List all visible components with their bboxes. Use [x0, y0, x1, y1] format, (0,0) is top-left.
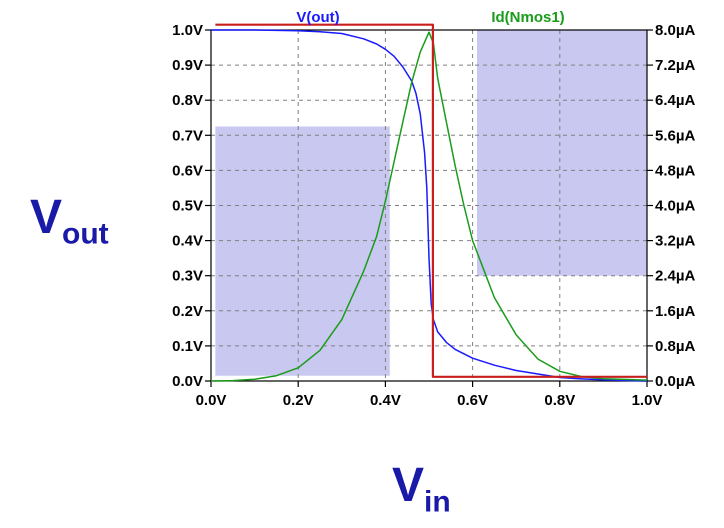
x-axis-label-sub: in	[424, 485, 451, 519]
y-right-tick-label: 8.0µA	[655, 22, 695, 39]
y-left-tick-label: 0.1V	[172, 338, 203, 355]
y-right-tick-label: 7.2µA	[655, 57, 695, 74]
y-left-tick-label: 0.3V	[172, 268, 203, 285]
y-left-tick-label: 0.4V	[172, 233, 203, 250]
x-axis-label-main: V	[392, 459, 425, 512]
y-right-tick-label: 2.4µA	[655, 268, 695, 285]
y-axis-label: Vout	[30, 190, 109, 252]
y-right-tick-label: 0.8µA	[655, 338, 695, 355]
x-tick-label: 0.0V	[196, 392, 227, 409]
series-lines	[210, 23, 648, 382]
y-right-tick-label: 5.6µA	[655, 127, 695, 144]
x-tick-label: 0.2V	[283, 392, 314, 409]
y-right-tick-label: 4.0µA	[655, 198, 695, 215]
axis-ticks: 0.0V 0.2V 0.4V 0.6V 0.8V 1.0V 0.0V 0.1V 0.2V 0.3V…	[172, 22, 695, 409]
y-right-tick-label: 0.0µA	[655, 373, 695, 390]
shaded-region-0	[215, 126, 390, 376]
series-line-id-nmos1-	[210, 31, 648, 382]
shaded-region-1	[476, 30, 647, 276]
y-right-tick-label: 3.2µA	[655, 233, 695, 250]
x-tick-label: 0.6V	[457, 392, 488, 409]
y-left-tick-label: 0.0V	[172, 373, 203, 390]
series-labels: V(out) Id(Nmos1)	[296, 9, 564, 26]
grid	[211, 30, 647, 381]
y-left-tick-label: 0.6V	[172, 162, 203, 179]
y-left-tick-label: 0.8V	[172, 92, 203, 109]
x-tick-label: 1.0V	[632, 392, 663, 409]
y-left-tick-label: 1.0V	[172, 22, 203, 39]
y-axis-label-main: V	[30, 191, 63, 244]
series-label-1: Id(Nmos1)	[491, 9, 564, 26]
series-label-0: V(out)	[296, 9, 339, 26]
x-axis-label: Vin	[392, 458, 451, 520]
y-left-tick-label: 0.2V	[172, 303, 203, 320]
series-line-v-out-	[211, 29, 648, 382]
x-tick-label: 0.8V	[544, 392, 575, 409]
shaded-regions	[215, 30, 647, 376]
y-right-tick-label: 1.6µA	[655, 303, 695, 320]
y-axis-label-sub: out	[62, 217, 109, 251]
x-tick-label: 0.4V	[370, 392, 401, 409]
y-left-tick-label: 0.5V	[172, 198, 203, 215]
series-line-step-2	[215, 23, 647, 378]
y-right-tick-label: 6.4µA	[655, 92, 695, 109]
y-right-tick-label: 4.8µA	[655, 162, 695, 179]
y-left-tick-label: 0.7V	[172, 127, 203, 144]
y-left-tick-label: 0.9V	[172, 57, 203, 74]
